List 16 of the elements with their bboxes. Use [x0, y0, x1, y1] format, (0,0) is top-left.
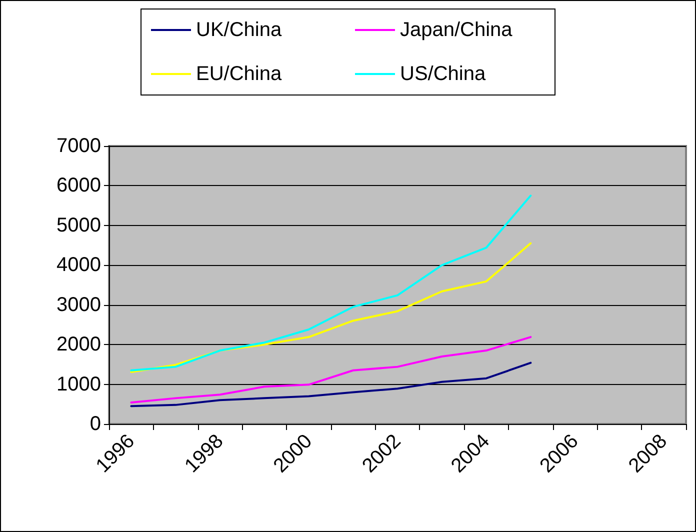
y-tick-label: 3000	[56, 294, 101, 316]
line-series	[130, 336, 532, 404]
y-tick-label: 1000	[56, 373, 101, 396]
y-tick-label: 2000	[56, 334, 101, 356]
y-tick-label: 6000	[56, 174, 101, 197]
legend-label: Japan/China	[400, 19, 514, 41]
y-tick-label: 4000	[56, 254, 101, 276]
y-tick-label: 0	[90, 413, 101, 435]
line-series	[130, 362, 532, 408]
legend-label: US/China	[400, 63, 486, 85]
line-series	[130, 194, 532, 372]
legend-label: UK/China	[196, 19, 282, 41]
legend-label: EU/China	[196, 63, 282, 85]
y-tick-label: 5000	[56, 214, 101, 236]
line-series	[130, 242, 532, 373]
y-tick-label: 7000	[56, 135, 101, 157]
